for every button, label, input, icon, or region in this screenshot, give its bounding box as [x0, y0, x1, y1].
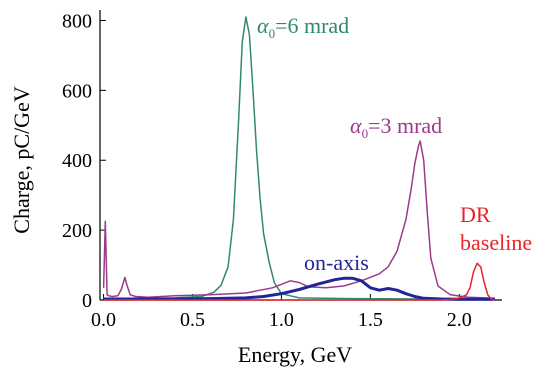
y-tick-label: 0	[82, 290, 92, 312]
annotation-6mrad-alpha: α	[257, 13, 269, 38]
annotation-3mrad-rest: =3 mrad	[368, 113, 442, 138]
annotation-6mrad: α0=6 mrad	[257, 13, 349, 41]
annotation-3mrad-sub: 0	[362, 126, 369, 141]
annotation-6mrad-rest: =6 mrad	[275, 13, 349, 38]
x-tick-label: 1.0	[269, 309, 294, 331]
series-line-2	[103, 276, 495, 301]
series-line-1	[102, 140, 495, 300]
annotation-6mrad-sub: 0	[269, 26, 276, 41]
annotation-3mrad-alpha: α	[350, 113, 362, 138]
y-tick-label: 200	[62, 220, 92, 242]
series-line-3	[103, 262, 496, 301]
chart-tick-labels: 0.0 0.5 1.0 1.5 2.0 0 200 400 600 800	[62, 10, 472, 331]
annotation-dr: DR	[460, 202, 491, 227]
y-tick-label: 400	[62, 150, 92, 172]
chart-series-group	[102, 16, 496, 301]
annotation-baseline: baseline	[460, 230, 532, 255]
y-tick-label: 800	[62, 10, 92, 32]
series-line-0	[103, 16, 495, 300]
annotation-3mrad: α0=3 mrad	[350, 113, 442, 141]
y-tick-label: 600	[62, 80, 92, 102]
x-axis-title: Energy, GeV	[238, 342, 352, 367]
x-tick-label: 2.0	[447, 309, 472, 331]
x-tick-label: 0.0	[91, 309, 116, 331]
x-tick-label: 0.5	[180, 309, 205, 331]
x-tick-label: 1.5	[358, 309, 383, 331]
chart-axes	[99, 10, 502, 301]
annotation-on-axis: on-axis	[304, 250, 369, 275]
y-axis-title: Charge, pC/GeV	[9, 86, 34, 234]
